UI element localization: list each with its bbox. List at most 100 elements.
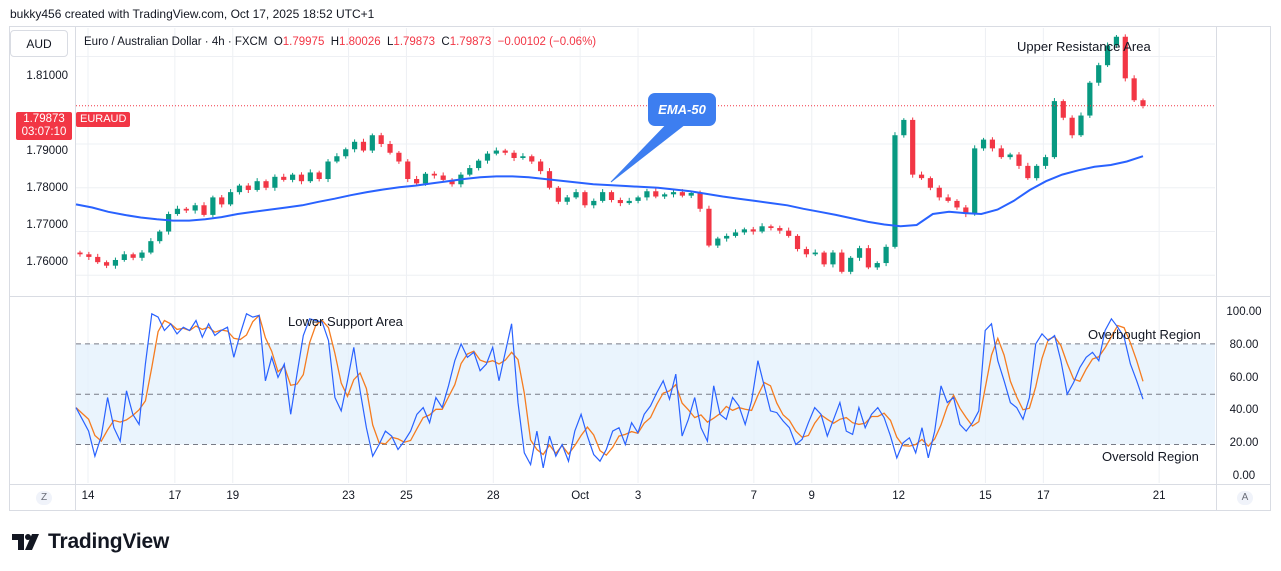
time-tick: 23: [342, 490, 355, 502]
candle-body: [1122, 36, 1128, 79]
candle-body: [1104, 45, 1111, 66]
candle-body: [980, 139, 987, 149]
oscillator-tick: 80.00: [1229, 339, 1259, 351]
candle-body: [945, 197, 951, 201]
price-tick: 1.76000: [26, 256, 68, 268]
candle-body: [422, 173, 429, 184]
candle-body: [662, 194, 668, 197]
candle-body: [954, 200, 960, 208]
change-value: −0.00102 (−0.06%): [497, 36, 597, 48]
zoom-button[interactable]: Z: [36, 491, 52, 505]
time-tick: 15: [979, 490, 992, 502]
candle-body: [112, 259, 119, 266]
oscillator-tick: 100.00: [1226, 306, 1262, 318]
candle-body: [396, 152, 402, 162]
candle-body: [883, 246, 889, 264]
candle-body: [1087, 82, 1093, 116]
ema-callout-text: EMA-50: [658, 102, 706, 117]
candle-body: [706, 208, 712, 246]
chart-caption: bukky456 created with TradingView.com, O…: [10, 7, 375, 21]
upper-resistance-note[interactable]: Upper Resistance Area: [1017, 39, 1151, 54]
candle-body: [874, 263, 880, 268]
candle-body: [989, 139, 996, 149]
low-value: 1.79873: [393, 36, 435, 48]
tradingview-logo[interactable]: TradingView: [12, 530, 169, 554]
candle-body: [201, 205, 207, 215]
candle-body: [130, 254, 136, 258]
stochastic-d-line: [75, 314, 1144, 456]
candle-body: [307, 172, 313, 182]
candle-body: [511, 152, 517, 158]
candle-body: [236, 185, 243, 193]
ema-50-line: [75, 155, 1144, 228]
overbought-note[interactable]: Overbought Region: [1088, 327, 1201, 342]
candle-body: [564, 197, 570, 202]
candle-body: [1042, 157, 1049, 166]
candle-body: [1069, 117, 1075, 136]
chart-frame: [9, 26, 1271, 511]
candle-body: [272, 176, 278, 188]
time-tick: 7: [750, 490, 758, 502]
candle-body: [679, 192, 685, 196]
candle-body: [431, 173, 437, 176]
candle-body: [121, 254, 127, 260]
candle-body: [1016, 154, 1022, 166]
auto-scale-button[interactable]: A: [1237, 491, 1253, 505]
candle-body: [963, 207, 969, 215]
candle-body: [715, 238, 721, 246]
candle-body: [724, 235, 730, 239]
candle-body: [768, 226, 774, 229]
candle-body: [1060, 101, 1066, 118]
candle-body: [865, 248, 871, 268]
candle-body: [803, 249, 809, 255]
close-value: 1.79873: [449, 36, 492, 48]
candle-body: [387, 143, 393, 153]
candle-body: [360, 141, 367, 151]
oscillator-axis-border: [1216, 26, 1217, 511]
high-value: 1.80026: [339, 36, 381, 48]
stochastic-k-line: [75, 312, 1144, 469]
symbol-description[interactable]: Euro / Australian Dollar · 4h · FXCM: [84, 36, 268, 48]
candle-body: [174, 208, 181, 215]
candle-body: [1140, 100, 1146, 106]
candle-body: [794, 235, 801, 250]
lower-support-note[interactable]: Lower Support Area: [288, 314, 403, 329]
candle-body: [86, 254, 92, 257]
candle-body: [449, 179, 455, 185]
candle-body: [901, 119, 907, 136]
candle-body: [467, 168, 473, 175]
close-label: C: [441, 36, 450, 48]
pane-divider[interactable]: [9, 296, 1271, 297]
candle-body: [812, 252, 818, 255]
time-tick: 28: [486, 490, 500, 502]
candle-body: [183, 208, 189, 211]
candle-body: [892, 135, 898, 247]
bar-countdown: 03:07:10: [21, 126, 67, 138]
candle-body: [910, 119, 916, 175]
candle-body: [1113, 36, 1120, 46]
price-axis-border: [75, 26, 76, 511]
ema-callout-pointer: [610, 124, 686, 183]
candle-body: [786, 230, 792, 236]
open-value: 1.79975: [282, 36, 325, 48]
candle-body: [732, 232, 739, 236]
candle-body: [635, 197, 641, 201]
candle-body: [1096, 65, 1102, 83]
currency-label[interactable]: AUD: [10, 30, 68, 57]
candle-body: [103, 262, 110, 266]
ohlc-legend: Euro / Australian Dollar · 4h · FXCM O1.…: [84, 36, 596, 48]
candle-body: [653, 191, 659, 197]
oversold-note[interactable]: Oversold Region: [1102, 449, 1199, 464]
high-label: H: [330, 36, 340, 48]
candle-body: [591, 200, 597, 206]
candle-body: [741, 229, 747, 233]
last-price-tag: 1.79873 03:07:10: [16, 112, 72, 140]
candle-body: [440, 175, 446, 180]
time-tick: 9: [808, 490, 815, 502]
candle-body: [936, 187, 942, 198]
candle-body: [334, 156, 340, 162]
candle-body: [848, 257, 854, 272]
time-tick: 21: [1152, 490, 1166, 502]
ema-callout[interactable]: EMA-50: [648, 93, 716, 126]
